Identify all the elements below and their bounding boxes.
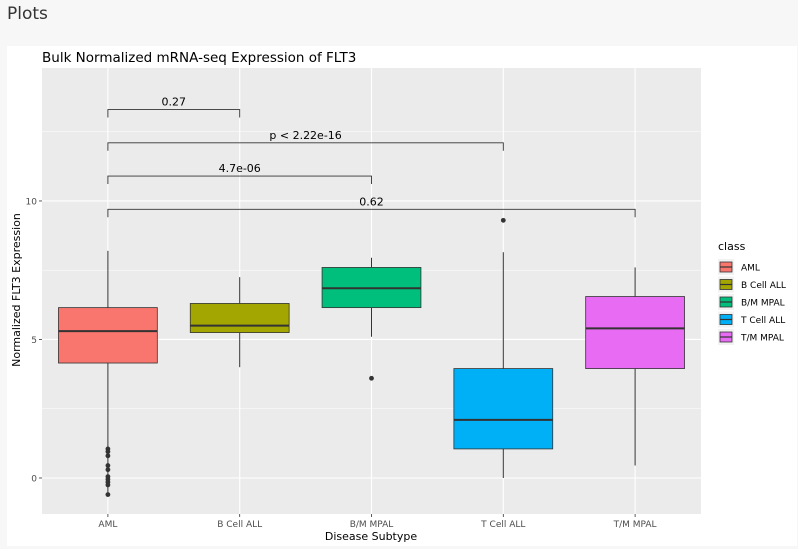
x-tick-label: T Cell ALL	[480, 520, 525, 530]
outlier-point	[105, 492, 111, 498]
box-iqr	[58, 307, 158, 364]
x-tick-label: B/M MPAL	[350, 520, 394, 530]
box-iqr	[189, 303, 290, 333]
comparison-bracket: 4.7e-06	[107, 162, 372, 185]
legend: class AML B Cell ALL B/M MPAL T Cell ALL T/M …	[718, 240, 786, 345]
box-b-m-mpal	[321, 257, 422, 381]
legend-label: T/M MPAL	[740, 334, 784, 344]
comparison-bracket: p < 2.22e-16	[107, 129, 504, 151]
legend-item: B/M MPAL	[718, 294, 785, 310]
box-t-m-mpal	[585, 267, 685, 466]
x-axis: AML B Cell ALL B/M MPAL T Cell ALL T/M MPAL	[98, 514, 657, 530]
outlier-point	[105, 449, 111, 455]
y-axis-label: Normalized FLT3 Expression	[10, 213, 23, 367]
bracket-line	[107, 208, 636, 218]
y-tick-label: 0	[31, 474, 37, 484]
comparison-label: 0.62	[359, 195, 384, 208]
outlier-point	[105, 467, 111, 473]
legend-item: T Cell ALL	[718, 311, 785, 328]
legend-item: B Cell ALL	[718, 276, 786, 293]
bracket-line	[107, 142, 504, 151]
x-tick-label: B Cell ALL	[217, 520, 262, 530]
x-tick-label: T/M MPAL	[613, 520, 657, 530]
box-iqr	[585, 296, 685, 369]
legend-label: T Cell ALL	[740, 316, 785, 326]
comparison-bracket: 0.27	[107, 96, 241, 118]
outlier-point	[105, 463, 111, 468]
box-iqr	[453, 368, 554, 450]
box-t-cell-all	[453, 217, 554, 478]
x-tick-label: AML	[98, 520, 117, 530]
box-group	[58, 217, 685, 498]
legend-label: AML	[741, 264, 760, 274]
bracket-line	[107, 109, 241, 118]
box-b-cell-all	[189, 277, 290, 368]
app-header: Plots	[0, 0, 798, 40]
comparison-brackets: 0.27 p < 2.22e-16 4.7e-06 0.62	[107, 96, 636, 218]
outlier-point	[105, 482, 111, 488]
comparison-label: 4.7e-06	[219, 162, 261, 175]
y-tick-label: 10	[26, 197, 38, 207]
outlier-point	[369, 375, 374, 381]
chart-title: Bulk Normalized mRNA-seq Expression of F…	[42, 50, 356, 66]
comparison-label: 0.27	[162, 96, 187, 109]
legend-title: class	[718, 240, 746, 253]
y-tick-label: 5	[31, 336, 37, 346]
outlier-point	[105, 453, 111, 459]
page-title: Plots	[7, 4, 48, 24]
y-axis: 0 5 10	[26, 197, 42, 484]
x-axis-label: Disease Subtype	[325, 530, 418, 543]
comparison-label: p < 2.22e-16	[269, 129, 341, 142]
box-aml	[58, 250, 158, 498]
bracket-line	[107, 175, 372, 185]
legend-item: T/M MPAL	[718, 329, 784, 345]
legend-label: B Cell ALL	[741, 281, 786, 291]
legend-label: B/M MPAL	[741, 299, 785, 309]
outlier-point	[500, 217, 506, 223]
legend-item: AML	[718, 259, 760, 275]
comparison-bracket: 0.62	[107, 195, 636, 218]
